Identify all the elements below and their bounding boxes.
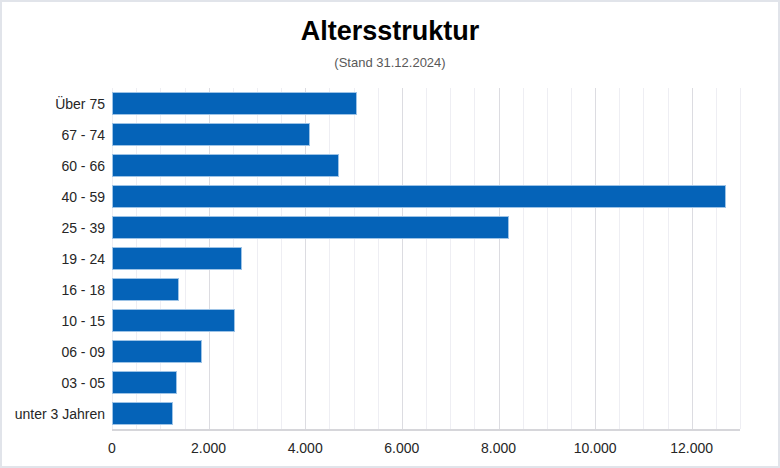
x-tick-label: 6.000 bbox=[360, 440, 444, 456]
major-gridline bbox=[692, 88, 693, 429]
category-label: 25 - 39 bbox=[2, 219, 105, 237]
bar-16 - 18 bbox=[112, 278, 179, 301]
bar-Über 75 bbox=[112, 92, 357, 115]
chart-title: Altersstruktur bbox=[2, 16, 778, 47]
minor-gridline bbox=[643, 88, 644, 429]
x-tick-label: 2.000 bbox=[167, 440, 251, 456]
chart-subtitle: (Stand 31.12.2024) bbox=[2, 55, 778, 70]
minor-gridline bbox=[740, 88, 741, 429]
minor-gridline bbox=[619, 88, 620, 429]
minor-gridline bbox=[378, 88, 379, 429]
bar-19 - 24 bbox=[112, 247, 242, 270]
bar-10 - 15 bbox=[112, 309, 235, 332]
minor-gridline bbox=[474, 88, 475, 429]
minor-gridline bbox=[450, 88, 451, 429]
category-label: 06 - 09 bbox=[2, 343, 105, 361]
minor-gridline bbox=[354, 88, 355, 429]
y-axis-labels: Über 75 67 - 74 60 - 66 40 - 59 25 - 39 19 - … bbox=[2, 88, 105, 429]
x-tick-label: 0 bbox=[70, 440, 154, 456]
minor-gridline bbox=[329, 88, 330, 429]
bar-06 - 09 bbox=[112, 340, 202, 363]
minor-gridline bbox=[716, 88, 717, 429]
x-tick-label: 10.000 bbox=[553, 440, 637, 456]
minor-gridline bbox=[668, 88, 669, 429]
bar-40 - 59 bbox=[112, 185, 726, 208]
chart-frame: Altersstruktur (Stand 31.12.2024) Über 7… bbox=[0, 0, 780, 468]
category-label: 67 - 74 bbox=[2, 126, 105, 144]
minor-gridline bbox=[547, 88, 548, 429]
major-gridline bbox=[402, 88, 403, 429]
x-tick-label: 12.000 bbox=[650, 440, 734, 456]
bar-67 - 74 bbox=[112, 123, 310, 146]
minor-gridline bbox=[426, 88, 427, 429]
category-label: 03 - 05 bbox=[2, 374, 105, 392]
category-label: unter 3 Jahren bbox=[2, 405, 105, 423]
x-axis-labels: 02.0004.0006.0008.00010.00012.000 bbox=[112, 440, 740, 460]
major-gridline bbox=[499, 88, 500, 429]
category-label: 40 - 59 bbox=[2, 188, 105, 206]
category-label: Über 75 bbox=[2, 95, 105, 113]
bar-60 - 66 bbox=[112, 154, 339, 177]
x-tick-label: 8.000 bbox=[457, 440, 541, 456]
major-gridline bbox=[595, 88, 596, 429]
category-label: 19 - 24 bbox=[2, 250, 105, 268]
minor-gridline bbox=[571, 88, 572, 429]
bar-25 - 39 bbox=[112, 216, 509, 239]
plot-area bbox=[112, 88, 740, 431]
minor-gridline bbox=[523, 88, 524, 429]
category-label: 16 - 18 bbox=[2, 281, 105, 299]
bar-03 - 05 bbox=[112, 371, 177, 394]
category-label: 10 - 15 bbox=[2, 312, 105, 330]
x-tick-label: 4.000 bbox=[263, 440, 347, 456]
bar-unter 3 Jahren bbox=[112, 402, 173, 425]
category-label: 60 - 66 bbox=[2, 157, 105, 175]
